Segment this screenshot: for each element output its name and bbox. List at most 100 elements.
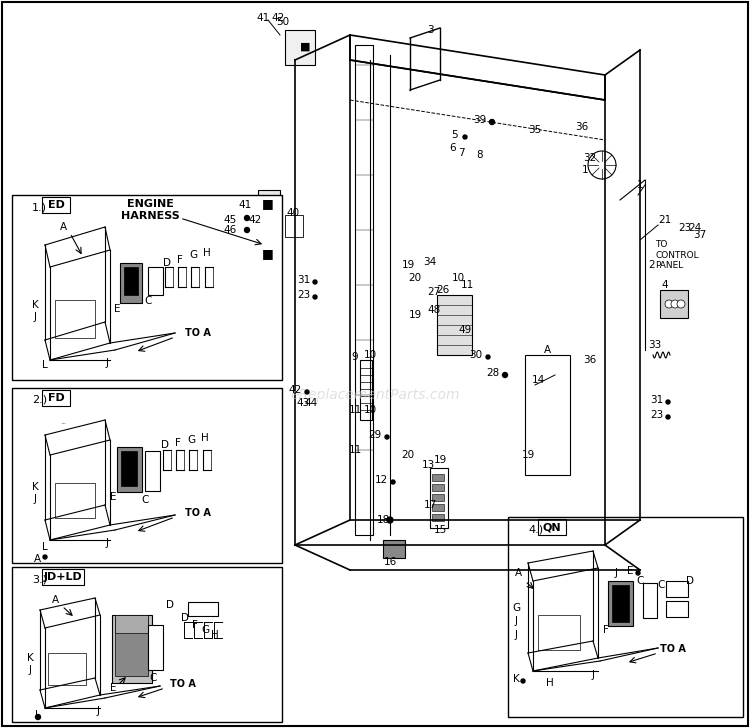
Text: 11: 11 [348,405,361,415]
Text: TO A: TO A [185,328,211,338]
Text: 11: 11 [348,445,361,455]
Circle shape [35,714,40,719]
Text: F: F [177,255,183,265]
Text: J: J [514,616,517,626]
Text: 19: 19 [433,455,447,465]
Circle shape [671,300,679,308]
Text: 23: 23 [678,223,692,233]
Text: ENGINE
HARNESS: ENGINE HARNESS [121,199,179,221]
Text: 15: 15 [433,525,447,535]
Text: A label: A label [61,422,65,424]
Text: A: A [59,222,67,232]
Text: J: J [592,670,595,680]
Text: C: C [636,576,644,586]
Text: 20: 20 [409,273,422,283]
Text: ■: ■ [262,197,274,210]
Text: 49: 49 [458,325,472,335]
Bar [360,360,372,420]
Text: TO A: TO A [185,508,211,518]
Text: E: E [627,566,633,576]
Bar [148,625,163,670]
Bar [148,267,163,295]
Bar [12,195,282,380]
Text: G: G [201,625,209,635]
Bar [12,388,282,563]
Text: J: J [28,665,32,675]
Bar [608,581,633,626]
Text: L: L [42,542,48,552]
Bar [430,468,448,528]
Bar [145,451,160,491]
Text: FD: FD [48,393,64,403]
Circle shape [244,215,250,221]
Text: 40: 40 [286,208,299,218]
Text: J: J [614,568,617,578]
Text: 45: 45 [224,215,237,225]
Bar [12,567,282,722]
Text: 10: 10 [364,350,376,360]
Bar [124,267,138,295]
Text: 42: 42 [288,385,302,395]
Text: 1.): 1.) [32,202,47,212]
Text: 11: 11 [460,280,474,290]
Text: E: E [110,492,116,502]
Text: JD+LD: JD+LD [44,572,82,582]
Text: 6: 6 [450,143,456,153]
Bar [432,504,444,511]
Text: 50: 50 [277,17,290,27]
Circle shape [305,390,309,394]
Text: D: D [166,600,174,610]
Bar [643,583,657,618]
Bar [42,197,70,213]
Text: G: G [189,250,197,260]
Text: 42: 42 [248,215,262,225]
Text: E: E [110,683,116,693]
Text: 32: 32 [584,153,597,163]
Bar [120,263,142,303]
Text: 4: 4 [662,280,668,290]
Text: J: J [34,312,37,322]
Bar [115,615,148,633]
Text: 41: 41 [238,200,251,210]
Text: C: C [144,296,152,306]
Text: 1: 1 [582,165,588,175]
Text: 23: 23 [650,410,664,420]
Text: F: F [175,438,181,448]
Text: 7: 7 [458,148,464,158]
Text: A: A [34,554,40,564]
Text: G: G [187,435,195,445]
Text: 3: 3 [427,25,433,35]
Text: 1: 1 [637,180,644,190]
Bar [48,653,86,685]
Text: K: K [32,482,38,492]
Text: A: A [514,568,521,578]
Circle shape [43,555,47,559]
Text: 33: 33 [648,340,662,350]
Text: ■: ■ [300,42,310,52]
Bar [112,615,152,683]
Circle shape [385,435,389,439]
Text: 21: 21 [658,215,672,225]
Text: 18: 18 [376,515,390,525]
Text: 5: 5 [452,130,458,140]
Text: D: D [161,440,169,450]
Text: 30: 30 [470,350,482,360]
Text: 28: 28 [486,368,500,378]
Bar [55,300,95,338]
Bar [115,618,148,676]
Bar [432,474,444,481]
Text: 8: 8 [477,150,483,160]
Text: D: D [163,258,171,268]
Text: J: J [514,630,517,640]
Text: K: K [32,300,38,310]
Text: E: E [114,304,120,314]
Text: 24: 24 [688,223,702,233]
Text: 26: 26 [436,285,450,295]
Bar [432,484,444,491]
Text: 43: 43 [296,398,310,408]
Bar [258,240,280,268]
Circle shape [521,679,525,683]
Circle shape [387,517,393,523]
Circle shape [666,415,670,419]
Text: 19: 19 [521,450,535,460]
